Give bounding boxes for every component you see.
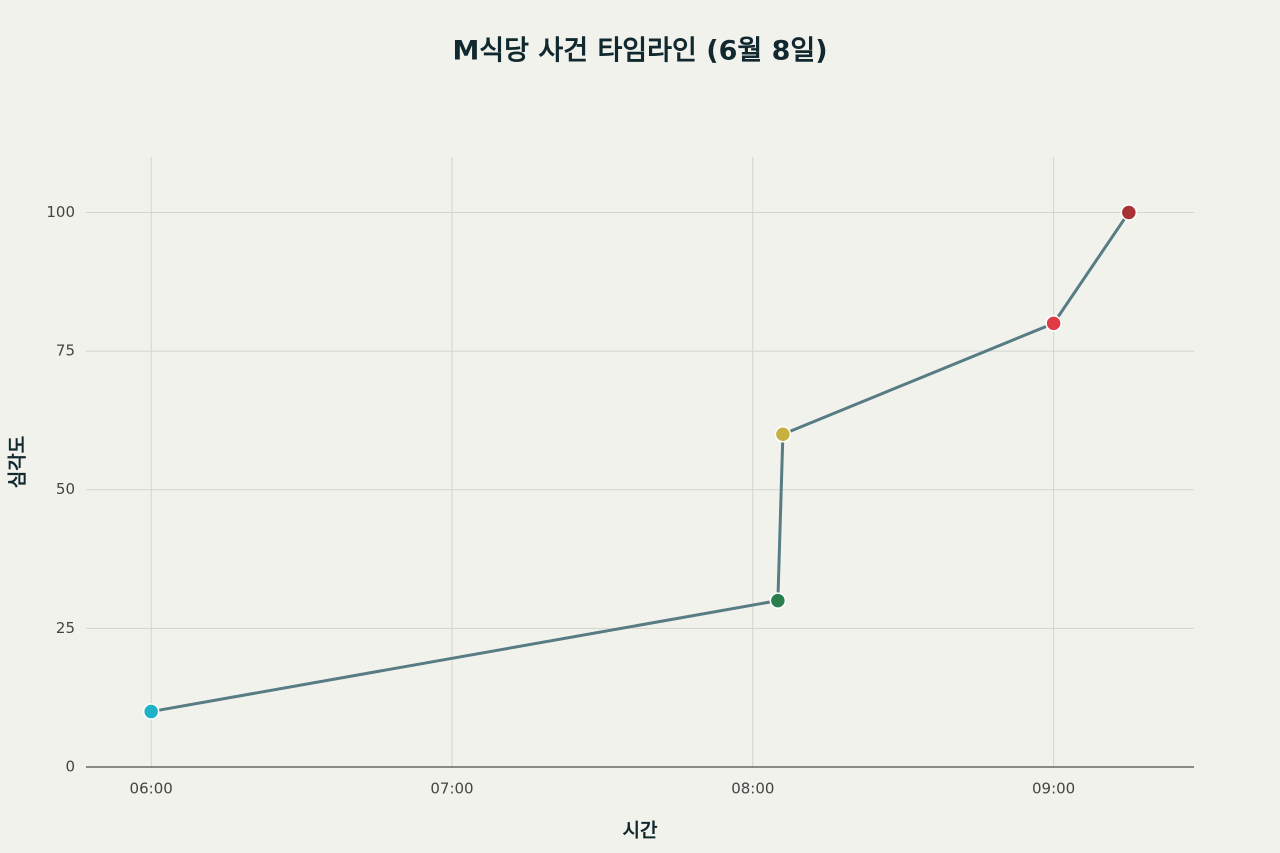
x-tick-label: 07:00: [430, 780, 473, 798]
x-tick-label: 06:00: [130, 780, 173, 798]
data-point: [142, 703, 160, 720]
y-tick-label: 25: [56, 619, 75, 637]
data-point: [1120, 204, 1138, 221]
x-axis-label: 시간: [623, 820, 658, 842]
y-tick-label: 100: [46, 203, 75, 221]
data-line: [150, 211, 1131, 714]
y-tick-label: 75: [56, 342, 75, 360]
x-tick-label: 08:00: [731, 780, 774, 798]
x-tick-label: 09:00: [1032, 780, 1075, 798]
data-point: [774, 426, 792, 443]
y-tick-label: 50: [56, 480, 75, 498]
data-point: [769, 592, 787, 609]
y-axis-label: 심각도: [7, 436, 29, 488]
data-point: [1045, 315, 1062, 332]
y-tick-label: 0: [65, 758, 75, 776]
chart-title: M식당 사건 타임라인 (6월 8일): [452, 36, 827, 67]
